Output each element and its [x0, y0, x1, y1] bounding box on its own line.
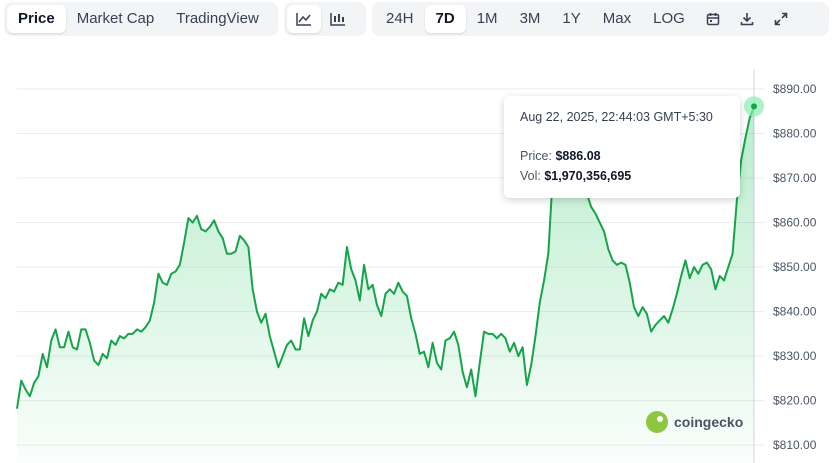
- log-scale-toggle[interactable]: LOG: [653, 10, 685, 27]
- y-tick-label: $810.00: [773, 438, 817, 452]
- tooltip-price-value: $886.08: [555, 149, 601, 163]
- range-1y[interactable]: 1Y: [562, 10, 581, 27]
- tooltip-price-row: Price: $886.08: [520, 146, 724, 166]
- range-1m[interactable]: 1M: [476, 10, 498, 27]
- fullscreen-icon[interactable]: [764, 5, 798, 33]
- coingecko-logo-icon: [646, 411, 668, 433]
- range-24h[interactable]: 24H: [386, 10, 414, 27]
- y-tick-label: $860.00: [773, 216, 817, 230]
- coingecko-watermark: coingecko: [646, 411, 743, 433]
- tooltip-vol-value: $1,970,356,695: [544, 169, 632, 183]
- download-icon[interactable]: [730, 5, 764, 33]
- price-tooltip: Aug 22, 2025, 22:44:03 GMT+5:30 Price: $…: [504, 96, 740, 198]
- price-chart[interactable]: $810.00 $820.00 $830.00 $840.00 $850.00 $860.…: [0, 40, 833, 463]
- tooltip-vol-label: Vol:: [520, 169, 541, 183]
- y-tick-label: $840.00: [773, 305, 817, 319]
- y-tick-label: $830.00: [773, 349, 817, 363]
- tooltip-date: Aug 22, 2025, 22:44:03 GMT+5:30: [520, 110, 713, 124]
- y-tick-label: $890.00: [773, 82, 817, 96]
- watermark-text: coingecko: [674, 414, 744, 430]
- tooltip-price-label: Price:: [520, 149, 552, 163]
- price-series-line: [16, 106, 755, 409]
- y-axis: $810.00 $820.00 $830.00 $840.00 $850.00 $860.…: [773, 82, 817, 452]
- tab-market-cap[interactable]: Market Cap: [76, 10, 155, 27]
- candlestick-chart-icon[interactable]: [321, 5, 355, 33]
- line-chart-icon[interactable]: [287, 5, 321, 33]
- range-max[interactable]: Max: [602, 10, 632, 27]
- chart-toolbar: Price Market Cap TradingView 24H 7D 1M 3…: [4, 2, 829, 36]
- view-tab-group: Price Market Cap TradingView: [4, 2, 278, 36]
- y-tick-label: $820.00: [773, 394, 817, 408]
- range-7d[interactable]: 7D: [424, 5, 466, 33]
- hover-point: [751, 103, 757, 110]
- range-tab-group: 24H 7D 1M 3M 1Y Max LOG: [372, 2, 829, 36]
- tooltip-vol-row: Vol: $1,970,356,695: [520, 166, 724, 186]
- chart-mode-group: [284, 2, 366, 36]
- calendar-icon[interactable]: [696, 5, 730, 33]
- range-3m[interactable]: 3M: [519, 10, 541, 27]
- tab-price[interactable]: Price: [7, 5, 66, 33]
- y-tick-label: $850.00: [773, 260, 817, 274]
- tab-tradingview[interactable]: TradingView: [176, 10, 259, 27]
- y-tick-label: $880.00: [773, 126, 817, 140]
- y-tick-label: $870.00: [773, 171, 817, 185]
